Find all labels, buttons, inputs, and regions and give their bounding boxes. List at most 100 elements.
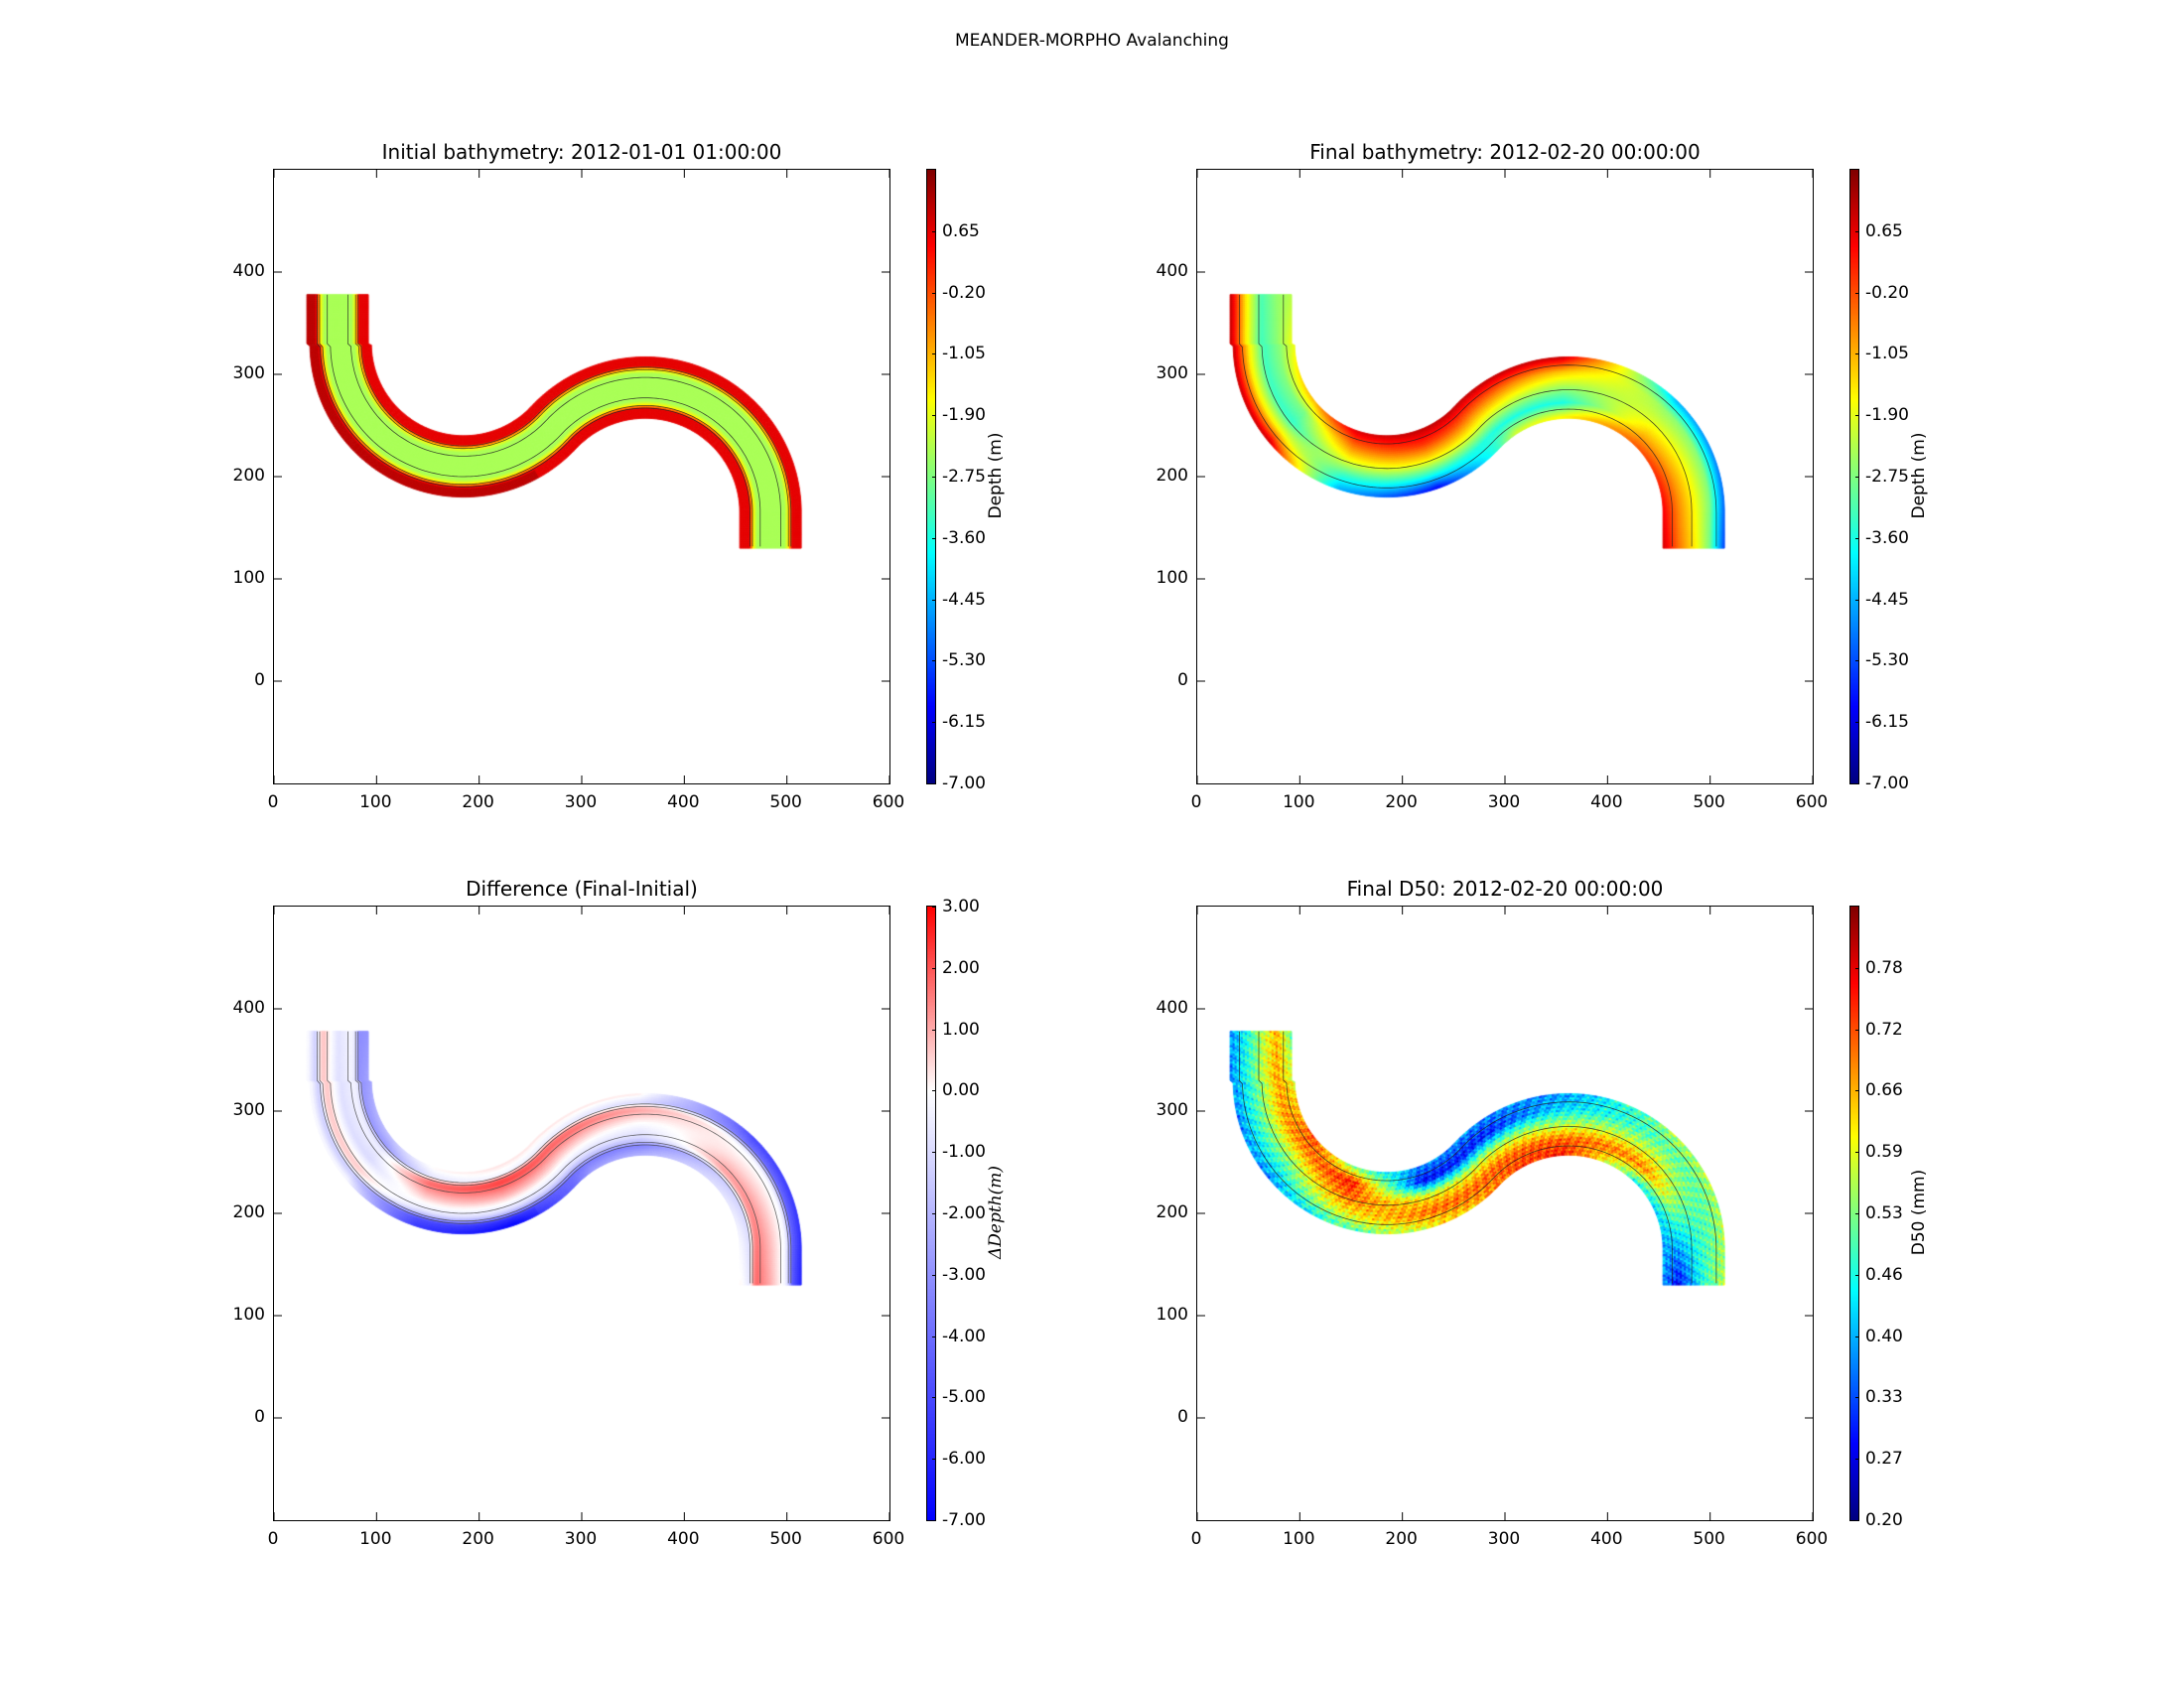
colorbar-tick-label: 3.00 [942,897,980,916]
contour-line [317,294,751,547]
colorbar-tick-mark [932,660,936,662]
plot-area [1196,906,1814,1521]
colorbar-tick-mark [1855,1213,1859,1214]
colorbar-tick-label: -2.75 [1865,467,1909,487]
contour-line [319,294,753,547]
colorbar-tick-label: -0.20 [1865,282,1909,303]
contour-line [327,294,761,547]
y-tick-label: 100 [232,568,265,588]
colorbar-tick-mark [1855,1029,1859,1031]
contour-line [357,1031,792,1284]
colorbar-tick-label: -7.00 [942,1510,986,1530]
colorbar-tick-label: -6.00 [942,1449,986,1470]
y-tick-label: 0 [1177,670,1188,690]
colorbar-tick-label: -1.05 [942,344,986,364]
colorbar-tick-label: 0.66 [1865,1080,1903,1101]
colorbar-tick-mark [932,1152,936,1154]
colorbar-tick-mark [1855,537,1859,539]
contour-line [327,1031,761,1284]
y-tick-label: 200 [232,1202,265,1222]
y-tick-label: 400 [1156,998,1188,1018]
x-tick-label: 400 [667,1529,700,1549]
x-tick-label: 300 [1487,792,1521,812]
x-tick-label: 200 [1385,792,1418,812]
colorbar-tick-mark [1855,1336,1859,1337]
colorbar-tick-label: 0.65 [942,220,980,241]
plot-area [273,169,890,784]
x-tick-label: 0 [1190,792,1202,812]
y-tick-label: 300 [1156,363,1188,383]
colorbar-tick-label: 0.33 [1865,1387,1903,1408]
contour-line [1239,1031,1673,1284]
colorbar-tick-label: 0.40 [1865,1326,1903,1346]
field-raster [1197,170,1813,783]
y-tick-label: 100 [232,1305,265,1325]
colorbar-tick-label: -6.15 [1865,712,1909,733]
colorbar-tick-label: 0.65 [1865,220,1903,241]
x-tick-label: 100 [1283,792,1315,812]
x-tick-label: 600 [1795,1529,1829,1549]
colorbar-tick-label: -3.60 [942,527,986,548]
colorbar-tick-mark [1855,353,1859,355]
axes-overlay [1197,907,1813,1520]
x-tick-label: 200 [462,1529,494,1549]
panel-final-bathymetry: Final bathymetry: 2012-02-20 00:00:00 De… [1157,140,2010,884]
x-tick-label: 400 [1590,792,1623,812]
colorbar-tick-label: 0.00 [942,1080,980,1101]
x-tick-label: 200 [1385,1529,1418,1549]
x-tick-label: 600 [872,1529,905,1549]
x-tick-label: 400 [667,792,700,812]
y-tick-label: 400 [1156,261,1188,281]
colorbar-tick-mark [1855,722,1859,724]
x-tick-label: 300 [564,792,598,812]
x-tick-label: 0 [267,1529,279,1549]
colorbar-tick-label: 2.00 [942,957,980,978]
colorbar-gradient [927,170,935,783]
colorbar-tick-mark [932,1029,936,1031]
colorbar-tick-label: -7.00 [1865,774,1909,793]
colorbar-tick-label: -7.00 [942,774,986,793]
colorbar-tick-label: -3.60 [1865,527,1909,548]
colorbar-tick-label: 0.27 [1865,1449,1903,1470]
x-tick-label: 400 [1590,1529,1623,1549]
contour-line [357,294,792,547]
y-tick-label: 300 [232,1100,265,1120]
colorbar-tick-label: -5.30 [1865,650,1909,671]
colorbar-tick-label: 0.78 [1865,957,1903,978]
colorbar-tick-mark [932,1274,936,1276]
axes-title: Final D50: 2012-02-20 00:00:00 [1346,877,1664,901]
y-tick-label: 300 [232,363,265,383]
axes-overlay [274,907,889,1520]
y-tick-label: 0 [254,1407,265,1427]
colorbar-tick-mark [1855,967,1859,969]
axes-title: Initial bathymetry: 2012-01-01 01:00:00 [381,140,782,164]
x-tick-label: 300 [564,1529,598,1549]
colorbar-tick-mark [1855,1090,1859,1092]
colorbar-tick-mark [1855,230,1859,232]
y-tick-label: 100 [1156,568,1188,588]
colorbar [1849,169,1859,784]
colorbar-tick-label: -3.00 [942,1264,986,1285]
colorbar [926,906,936,1521]
colorbar-tick-label: -1.90 [942,405,986,426]
colorbar-gradient [927,907,935,1520]
colorbar-tick-mark [932,722,936,724]
colorbar-label: D50 (mm) [1909,1169,1929,1256]
x-tick-label: 500 [769,1529,802,1549]
axes-overlay [1197,170,1813,783]
colorbar-tick-label: -0.20 [942,282,986,303]
x-tick-label: 0 [1190,1529,1202,1549]
colorbar-tick-mark [932,1336,936,1337]
contour-line [1258,294,1693,547]
x-tick-label: 500 [1693,1529,1725,1549]
x-tick-label: 500 [769,792,802,812]
colorbar-tick-mark [932,230,936,232]
x-tick-label: 300 [1487,1529,1521,1549]
colorbar-tick-mark [932,353,936,355]
y-tick-label: 0 [254,670,265,690]
contour-line [319,1031,753,1284]
colorbar-tick-label: -2.75 [942,467,986,487]
colorbar-tick-mark [932,1520,936,1521]
contour-line [354,294,789,547]
colorbar-tick-mark [932,415,936,417]
